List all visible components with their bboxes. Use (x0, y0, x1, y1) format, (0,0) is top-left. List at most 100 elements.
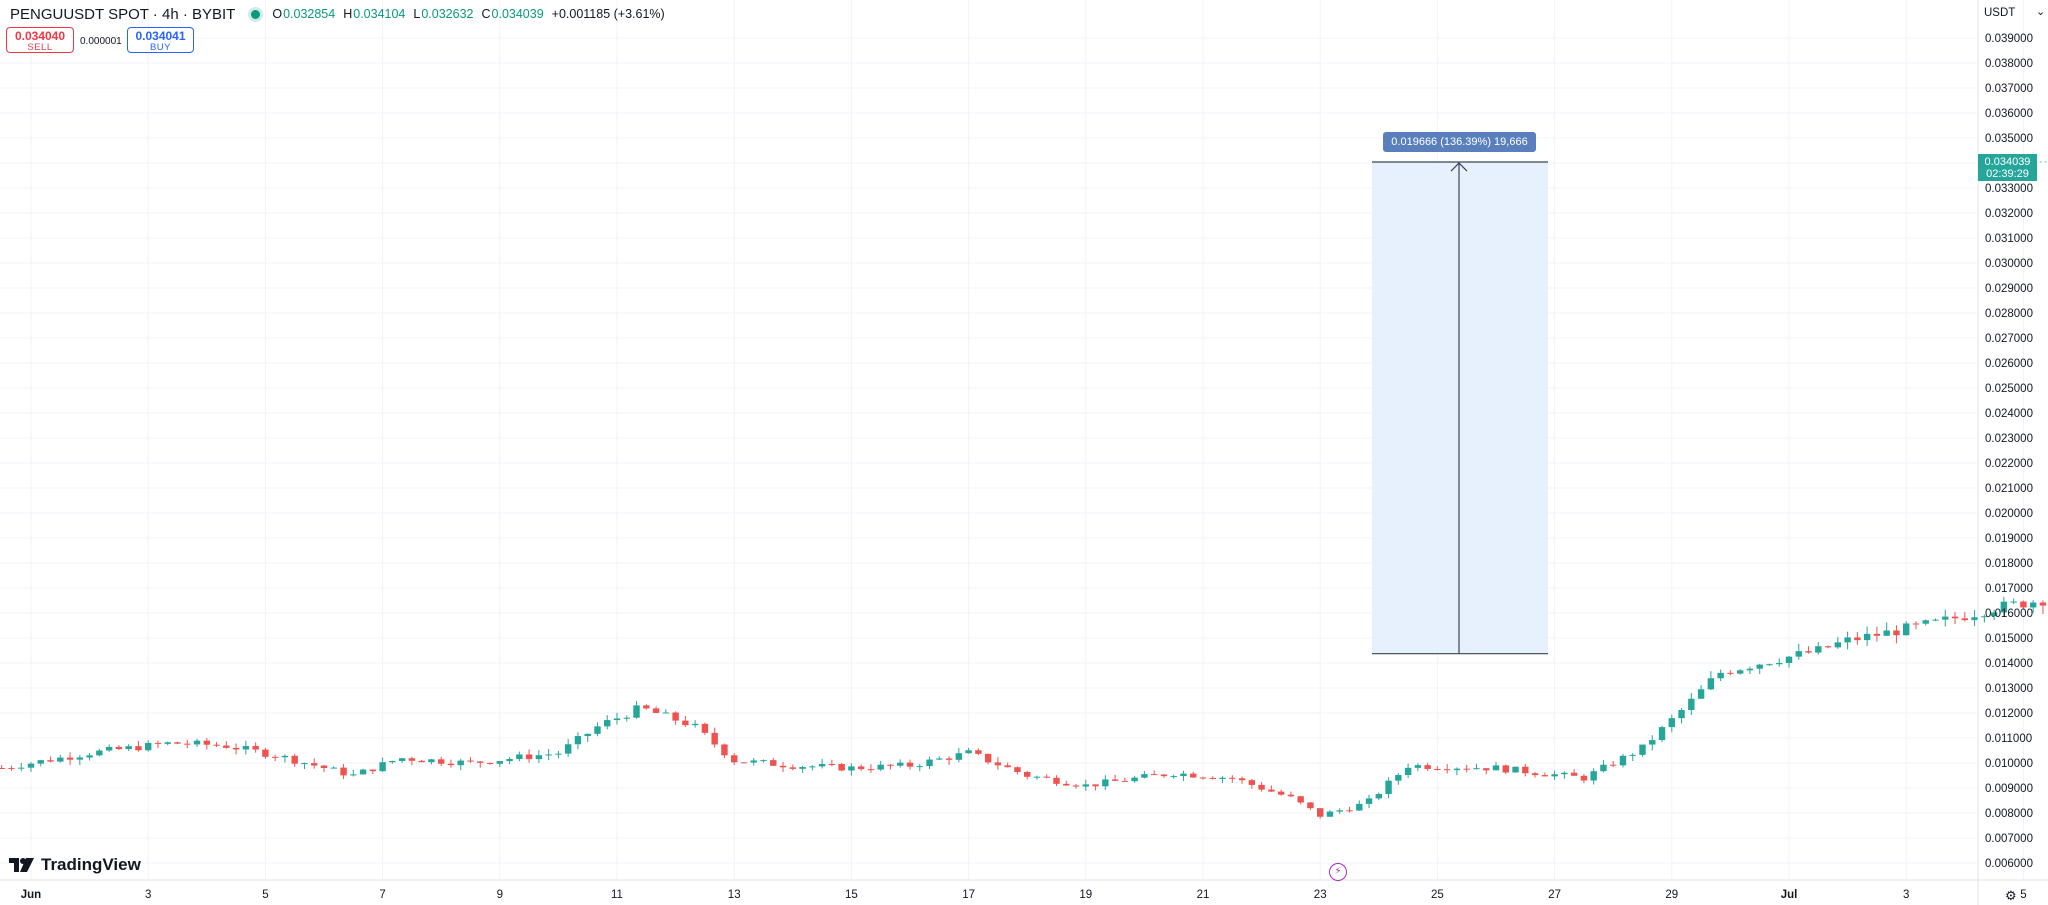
candle-body (945, 758, 953, 760)
candle-body (721, 744, 728, 756)
y-tick-label: 0.028000 (1985, 308, 2033, 320)
candle-body (584, 733, 591, 737)
candle-body (1795, 651, 1802, 657)
candle-body (965, 750, 972, 754)
candle-body (350, 774, 357, 776)
candle-body (438, 759, 445, 764)
chart-header: PENGUUSDT SPOT · 4h · BYBIT O0.032854 H0… (0, 0, 673, 28)
symbol-title[interactable]: PENGUUSDT SPOT · 4h · BYBIT (10, 5, 236, 23)
candle-body (1024, 772, 1031, 777)
candle-body (594, 726, 601, 734)
candle-body (1815, 646, 1822, 653)
y-tick-label: 0.036000 (1985, 108, 2033, 120)
candle-body (1951, 616, 1959, 619)
candle-body (1717, 672, 1724, 679)
sell-label: SELL (27, 42, 53, 53)
candle-body (848, 766, 855, 771)
candle-body (311, 763, 318, 766)
currency-label[interactable]: USDT (1984, 7, 2016, 19)
candle-body (105, 746, 113, 751)
tradingview-logo[interactable]: TradingView (9, 855, 141, 875)
candle-body (809, 766, 816, 768)
candle-body (86, 755, 93, 758)
y-tick-label: 0.032000 (1985, 208, 2033, 220)
candle-body (1248, 780, 1256, 785)
candle-body (1102, 779, 1109, 787)
candle-body (252, 746, 259, 750)
measure-range-fill (1372, 162, 1548, 654)
candle-body (1942, 616, 1949, 620)
buy-button[interactable]: 0.034041 BUY (127, 27, 194, 53)
candle-body (799, 767, 806, 769)
candle-body (1512, 766, 1519, 773)
candle-body (1336, 810, 1343, 812)
measure-tool (1372, 161, 1548, 655)
y-tick-label: 0.037000 (1985, 83, 2033, 95)
candle-body (428, 759, 435, 763)
candle-body (1043, 776, 1050, 778)
candle-body (857, 766, 865, 770)
candle-body (203, 740, 210, 745)
candle-body (984, 753, 992, 763)
y-tick-label: 0.029000 (1985, 283, 2033, 295)
candle-body (1092, 784, 1099, 787)
candle-body (379, 762, 386, 772)
time-axis: Jun357911131517192123252729Jul3579111315… (0, 879, 2048, 901)
candle-body (760, 760, 767, 762)
gear-icon[interactable]: ⚙ (2005, 888, 2017, 903)
candle-body (1190, 773, 1197, 778)
x-tick-label: 29 (1665, 889, 1678, 901)
candle-body (1619, 755, 1627, 766)
x-tick-label: 21 (1197, 889, 1210, 901)
candle-body (1219, 777, 1226, 779)
candle-body (1443, 769, 1451, 771)
candle-body (213, 744, 220, 746)
candle-body (1600, 764, 1607, 772)
candle-body (887, 764, 894, 766)
candle-body (1258, 784, 1265, 790)
candle-body (301, 763, 308, 765)
candle-body (516, 754, 523, 759)
candle-body (828, 764, 836, 766)
candle-body (574, 736, 582, 745)
candle-body (1268, 789, 1275, 792)
x-tick-label: 5 (262, 889, 268, 901)
candle-body (262, 749, 269, 757)
sell-button[interactable]: 0.034040 SELL (6, 27, 74, 53)
candle-body (1346, 810, 1353, 812)
y-tick-label: 0.017000 (1985, 583, 2033, 595)
candle-body (1629, 754, 1636, 756)
candle-body (1688, 698, 1695, 710)
candle-body (867, 769, 875, 771)
y-tick-label: 0.011000 (1985, 733, 2032, 745)
candle-body (477, 761, 484, 763)
x-tick-label: Jun (21, 889, 41, 901)
candle-body (1785, 656, 1793, 663)
price-axis: 0.039000 0.038000 0.037000 0.036000 0.035000… (1977, 0, 2033, 905)
candle-body (2020, 601, 2027, 608)
candle-body (1365, 798, 1373, 804)
x-tick-label: 19 (1079, 889, 1092, 901)
candle-body (1492, 765, 1500, 771)
x-tick-label: 7 (379, 889, 385, 901)
measure-label[interactable]: 0.019666 (136.39%) 19,666 (1383, 132, 1536, 152)
candle-body (1229, 777, 1236, 779)
candle-body (1356, 803, 1363, 811)
y-tick-label: 0.007000 (1985, 833, 2033, 845)
x-tick-label: 15 (845, 889, 858, 901)
candle-body (623, 717, 630, 719)
candle-body (1863, 633, 1871, 641)
candle-body (955, 753, 963, 760)
candle-body (1483, 768, 1490, 771)
candle-body (2010, 601, 2017, 603)
y-tick-label: 0.021000 (1985, 483, 2033, 495)
candle-body (682, 720, 689, 726)
y-tick-label: 0.018000 (1985, 558, 2033, 570)
y-tick-label: 0.033000 (1985, 183, 2033, 195)
candle-body (525, 754, 533, 760)
candle-body (1150, 774, 1158, 776)
candle-body (486, 762, 494, 764)
chevron-down-icon[interactable]: ⌄ (2036, 6, 2046, 18)
lightning-icon[interactable]: ⚡ (1329, 863, 1347, 881)
